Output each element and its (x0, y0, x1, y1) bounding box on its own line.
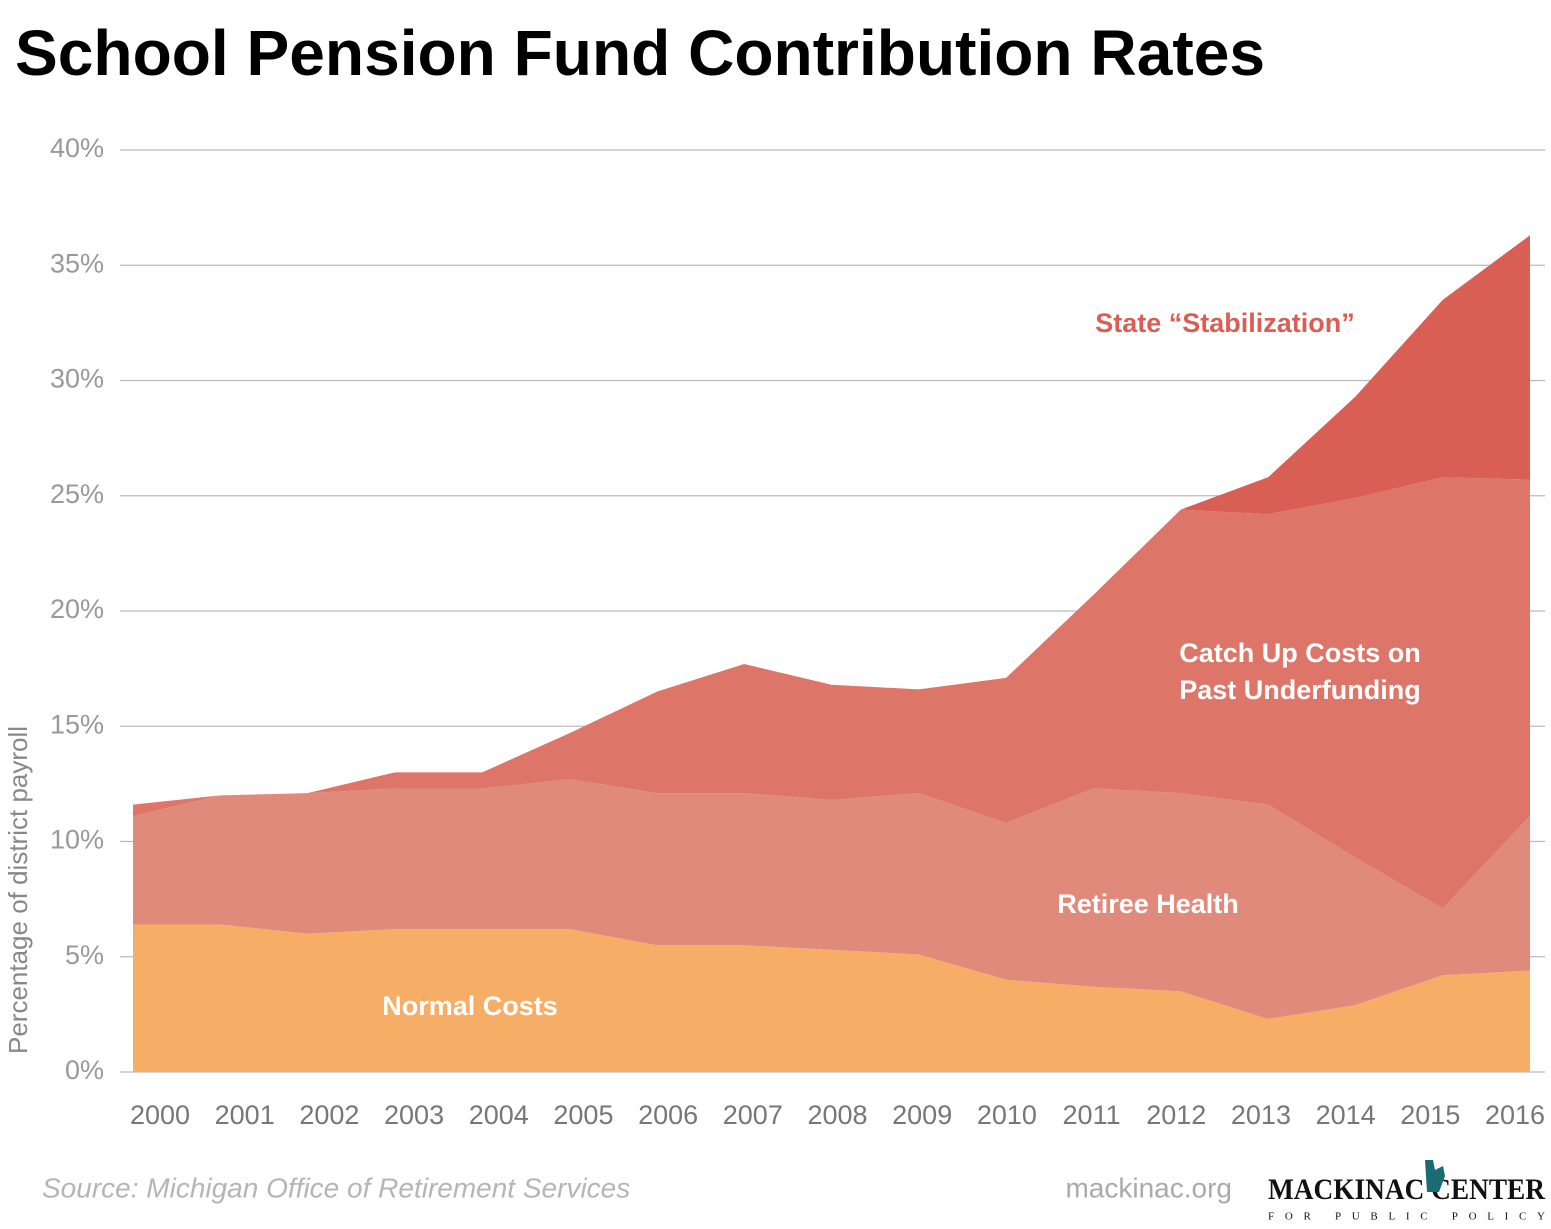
x-tick-label: 2015 (1400, 1100, 1460, 1130)
source: Source: Michigan Office of Retirement Se… (42, 1172, 630, 1203)
annotation: Past Underfunding (1179, 675, 1421, 705)
x-tick-label: 2006 (638, 1100, 698, 1130)
y-tick-label: 5% (65, 940, 104, 970)
x-tick-label: 2000 (130, 1100, 190, 1130)
logo-name: MACKINAC CENTER (1268, 1173, 1545, 1206)
annotation: Normal Costs (382, 991, 558, 1021)
website: mackinac.org (1065, 1172, 1232, 1203)
x-tick-label: 2016 (1485, 1100, 1545, 1130)
x-tick-label: 2001 (215, 1100, 275, 1130)
y-tick-label: 20% (50, 594, 104, 624)
y-tick-label: 30% (50, 364, 104, 394)
x-tick-label: 2004 (469, 1100, 529, 1130)
y-tick-label: 0% (65, 1055, 104, 1085)
x-tick-label: 2010 (977, 1100, 1037, 1130)
x-tick-label: 2014 (1316, 1100, 1376, 1130)
annotation: Catch Up Costs on (1179, 638, 1421, 668)
y-tick-label: 15% (50, 709, 104, 739)
x-tick-label: 2002 (299, 1100, 359, 1130)
x-tick-label: 2005 (553, 1100, 613, 1130)
chart-title: School Pension Fund Contribution Rates (15, 17, 1265, 89)
x-tick-label: 2007 (723, 1100, 783, 1130)
y-tick-label: 25% (50, 479, 104, 509)
x-tick-label: 2008 (807, 1100, 867, 1130)
area (133, 779, 1530, 1019)
x-tick-label: 2012 (1146, 1100, 1206, 1130)
area (133, 477, 1530, 909)
logo-icon (1425, 1160, 1445, 1192)
y-tick-label: 35% (50, 248, 104, 278)
x-tick-label: 2009 (892, 1100, 952, 1130)
annotation: Retiree Health (1057, 889, 1239, 919)
area (133, 924, 1530, 1072)
y-tick-label: 40% (50, 133, 104, 163)
areas (133, 235, 1530, 1072)
annotation: State “Stabilization” (1095, 308, 1355, 338)
y-axis-label: Percentage of district payroll (3, 726, 33, 1054)
x-tick-label: 2011 (1063, 1100, 1121, 1130)
y-tick-label: 10% (50, 825, 104, 855)
x-tick-label: 2013 (1231, 1100, 1291, 1130)
x-tick-label: 2003 (384, 1100, 444, 1130)
logo-tagline: FOR PUBLIC POLICY (1268, 1211, 1545, 1223)
